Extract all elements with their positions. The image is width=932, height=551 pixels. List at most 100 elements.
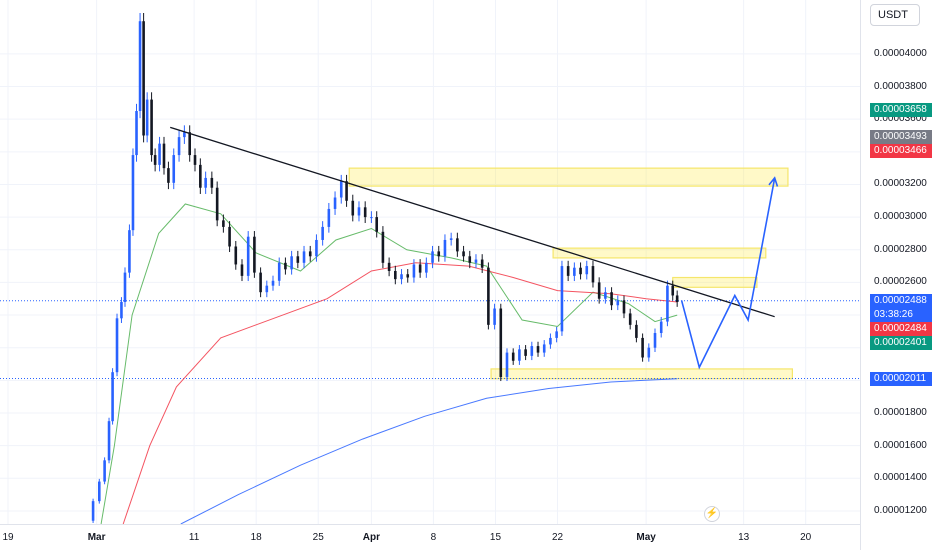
price-tick-label: 0.00004000: [874, 47, 927, 59]
candle-body-35: [259, 272, 262, 293]
price-chart[interactable]: [0, 0, 860, 525]
projection-arrowhead: [768, 176, 779, 187]
candle-body-16: [153, 155, 157, 165]
candle-body-66: [449, 238, 453, 240]
price-tick-label: 0.00001400: [874, 472, 927, 484]
candle-body-63: [431, 251, 434, 263]
price-tick-label: 0.00003200: [874, 178, 927, 190]
candle-body-80: [536, 346, 540, 353]
candle-body-72: [487, 267, 490, 325]
chart-plot-area[interactable]: [0, 0, 860, 525]
candle-body-21: [177, 137, 181, 156]
candle-body-89: [591, 266, 595, 283]
candle-body-103: [675, 295, 679, 302]
candle-body-27: [210, 177, 214, 188]
candle-body-82: [549, 337, 552, 345]
candle-body-101: [666, 285, 669, 322]
price-tag: 0.00003493: [870, 129, 932, 144]
candle-body-10: [131, 155, 135, 231]
zone-3: [490, 368, 793, 380]
candle-body-71: [480, 259, 484, 268]
candle-body-48: [339, 181, 343, 198]
candle-body-13: [142, 21, 145, 136]
candle-body-25: [199, 164, 202, 188]
candle-body-4: [107, 421, 111, 461]
candle-body-33: [246, 236, 250, 276]
candle-body-100: [659, 321, 663, 334]
time-axis[interactable]: [0, 524, 860, 551]
time-tick-label: 25: [312, 532, 324, 543]
candle-body-56: [387, 262, 391, 271]
candle-body-73: [493, 308, 496, 325]
candle-body-49: [345, 181, 348, 201]
candle-body-2: [97, 481, 101, 502]
candle-body-50: [351, 200, 355, 216]
candle-body-74: [499, 308, 503, 378]
candle-body-51: [357, 207, 361, 216]
candle-body-91: [604, 292, 607, 299]
candle-body-83: [555, 331, 558, 338]
candle-body-28: [215, 187, 219, 221]
candle-body-64: [437, 251, 441, 257]
candle-body-59: [406, 274, 410, 278]
candle-body-97: [641, 337, 644, 358]
candle-body-70: [474, 259, 478, 263]
candle-body-86: [573, 267, 576, 276]
price-tick-label: 0.00002600: [874, 276, 927, 288]
candle-body-67: [456, 238, 459, 252]
price-axis[interactable]: [860, 0, 932, 550]
candle-body-95: [628, 313, 632, 325]
candle-body-40: [290, 256, 293, 270]
price-tag: 0.00003658: [870, 102, 932, 117]
zone-1: [552, 247, 767, 259]
trendline: [170, 126, 775, 318]
time-tick-label: 19: [2, 532, 14, 543]
candle-body-90: [597, 282, 601, 299]
candle-body-44: [315, 239, 318, 257]
time-tick-label: 22: [551, 532, 564, 543]
candle-body-8: [123, 272, 127, 302]
candle-body-102: [671, 285, 675, 296]
candle-body-52: [363, 207, 367, 218]
candle-body-55: [381, 231, 385, 263]
candle-body-98: [647, 347, 651, 358]
zone-0: [348, 167, 789, 187]
candle-body-3: [103, 460, 106, 482]
time-tick-label: 8: [430, 532, 437, 543]
candle-body-75: [505, 352, 509, 378]
candle-body-53: [370, 217, 373, 219]
candle-body-19: [167, 168, 170, 183]
time-tick-label: 13: [738, 532, 750, 543]
price-tag: 0.00002488: [870, 293, 932, 308]
candle-body-46: [327, 208, 331, 227]
moving-average-0: [100, 203, 678, 525]
candle-body-77: [518, 349, 521, 361]
candle-body-47: [333, 197, 337, 209]
candle-body-84: [560, 266, 564, 332]
candle-body-11: [135, 111, 138, 156]
candle-body-20: [172, 155, 176, 183]
flash-icon[interactable]: ⚡: [704, 506, 720, 522]
price-tag: 0.00002011: [870, 371, 932, 386]
candle-body-37: [271, 280, 275, 286]
candle-body-39: [284, 262, 287, 270]
time-tick-label: 11: [188, 532, 200, 543]
candle-body-17: [158, 143, 161, 165]
time-tick-label: Apr: [362, 532, 380, 543]
time-tick-label: May: [636, 532, 656, 543]
candle-body-43: [308, 251, 312, 257]
candle-body-60: [412, 264, 416, 278]
time-tick-label: Mar: [87, 532, 106, 543]
currency-button[interactable]: USDT: [870, 4, 920, 26]
price-tick-label: 0.00002800: [874, 243, 927, 255]
candle-body-36: [265, 285, 269, 293]
candle-body-24: [193, 155, 197, 165]
price-tick-label: 0.00003000: [874, 211, 927, 223]
candle-body-58: [400, 274, 403, 280]
price-tag: 0.00003466: [870, 143, 932, 158]
candle-body-85: [566, 266, 570, 276]
candle-body-78: [524, 349, 527, 356]
moving-average-2: [180, 378, 678, 525]
candle-body-32: [240, 264, 244, 276]
candle-body-54: [375, 217, 379, 232]
